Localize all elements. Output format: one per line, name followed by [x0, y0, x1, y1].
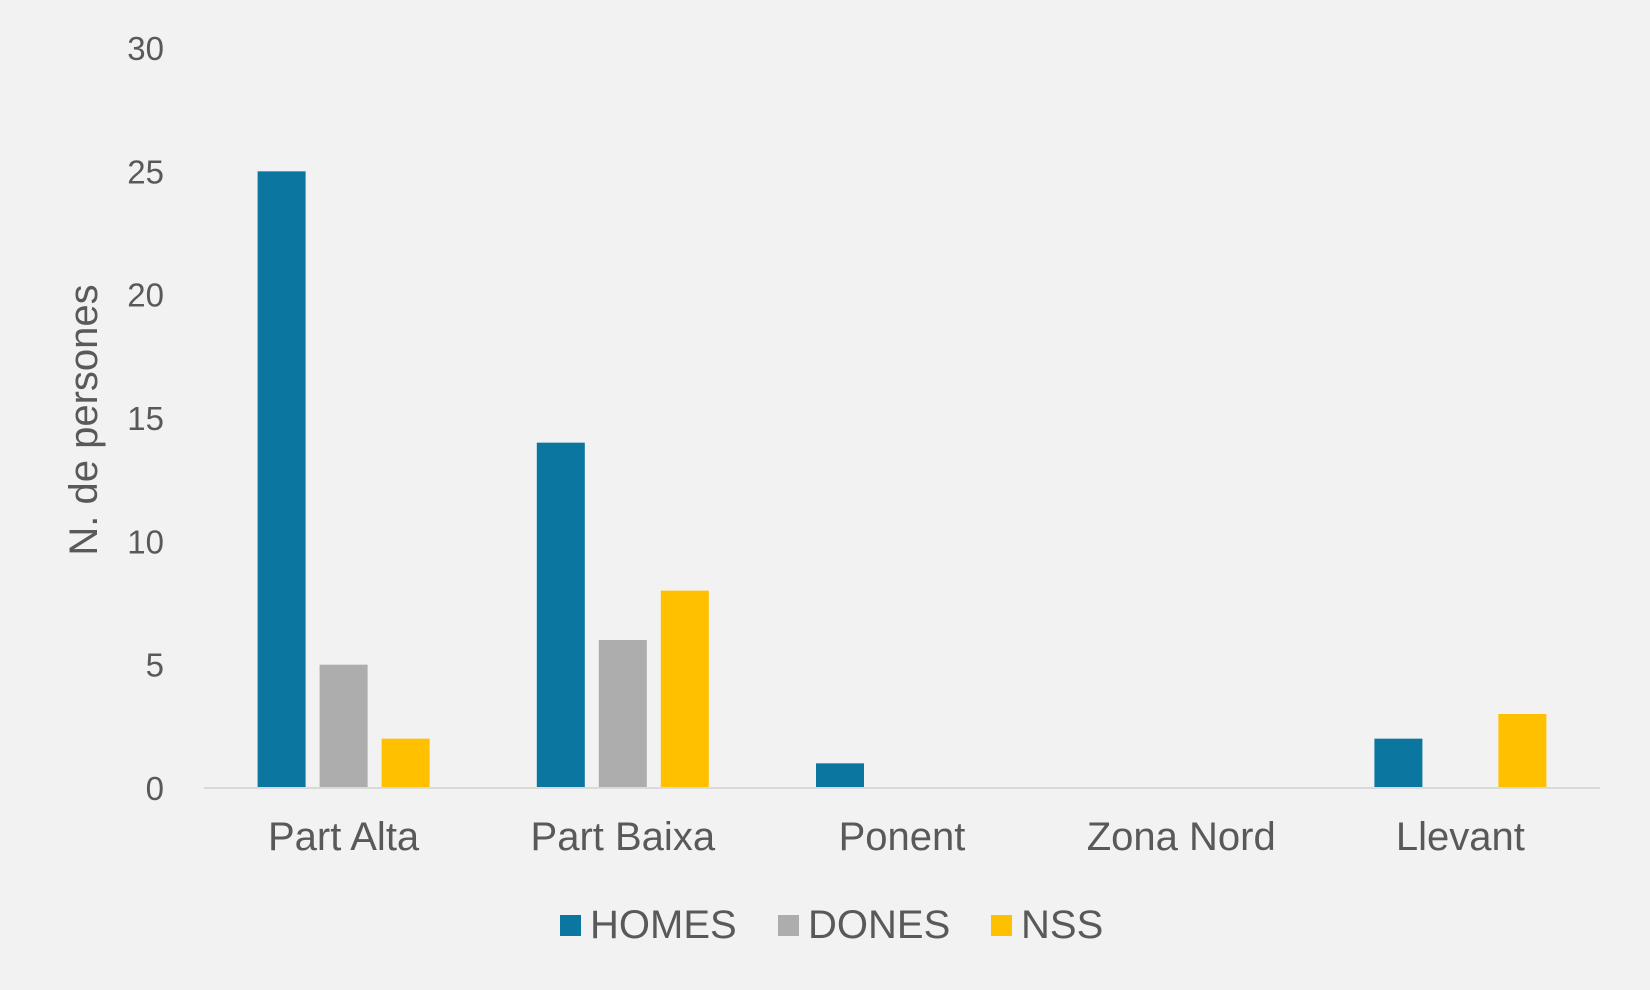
y-tick-label: 5 — [146, 647, 164, 684]
bar-homes-part-alta — [257, 171, 306, 789]
y-tick-label: 15 — [127, 400, 164, 437]
y-tick-label: 25 — [127, 153, 164, 190]
bar-dones-part-alta — [319, 664, 368, 788]
y-tick-label: 30 — [127, 30, 164, 67]
y-tick-label: 20 — [127, 277, 164, 314]
category-labels: Part Alta Part Baixa Ponent Zona Nord Llevan… — [268, 815, 1525, 859]
legend-label-nss: NSS — [1021, 903, 1103, 947]
bar-homes-ponent — [816, 763, 864, 788]
bar-homes-part-baixa — [536, 442, 585, 788]
x-category-label: Llevant — [1396, 815, 1525, 859]
legend-swatch-dones — [778, 915, 799, 936]
legend-swatch-nss — [991, 915, 1012, 936]
y-axis-title: N. de persones — [62, 284, 106, 555]
bar-nss-llevant — [1498, 714, 1547, 788]
legend: HOMES DONES NSS — [560, 903, 1103, 947]
x-category-label: Ponent — [839, 815, 966, 859]
legend-label-homes: HOMES — [590, 903, 737, 947]
y-tick-label: 10 — [127, 523, 164, 560]
bar-dones-part-baixa — [598, 640, 647, 788]
y-tick-label: 0 — [146, 770, 164, 807]
bar-nss-part-baixa — [660, 590, 709, 788]
legend-swatch-homes — [560, 915, 581, 936]
x-category-label: Part Alta — [268, 815, 420, 859]
x-category-label: Zona Nord — [1087, 815, 1276, 859]
x-category-label: Part Baixa — [531, 815, 716, 859]
bar-nss-part-alta — [381, 738, 430, 788]
legend-label-dones: DONES — [808, 903, 950, 947]
y-axis-ticks: 0 5 10 15 20 25 30 — [127, 30, 164, 807]
bars — [257, 171, 1547, 789]
bar-homes-llevant — [1374, 738, 1423, 788]
